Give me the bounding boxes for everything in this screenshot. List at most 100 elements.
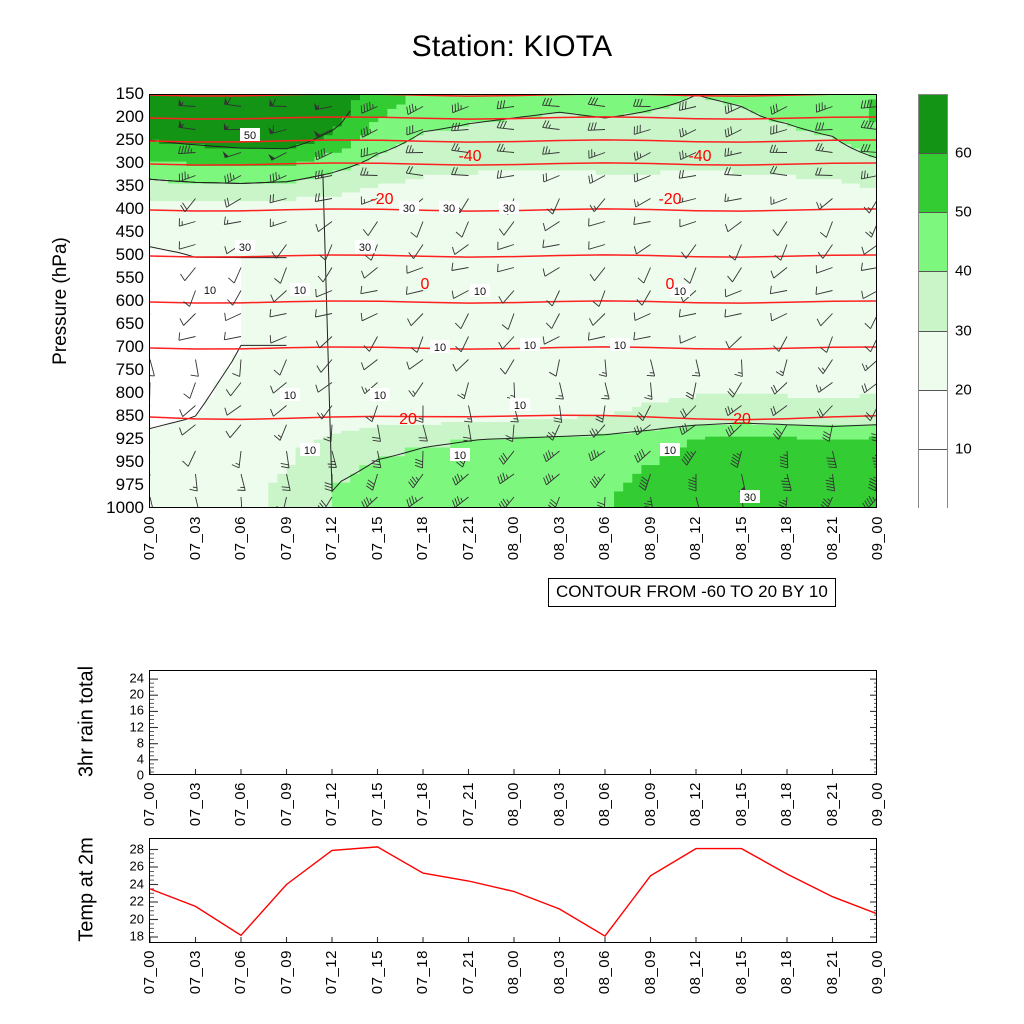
- wind-barb: [770, 405, 788, 416]
- wind-barb: [150, 359, 155, 377]
- colorbar-tick-60: 60: [955, 144, 972, 162]
- wind-barb: [224, 312, 242, 322]
- isotherm-200-hPa: [150, 116, 876, 120]
- wind-barb: [451, 102, 469, 114]
- wind-barb: [405, 165, 424, 176]
- x-tick-08_21: 08_21: [823, 782, 841, 827]
- x-tick-08_21: 08_21: [823, 516, 841, 561]
- wind-barb: [496, 143, 515, 153]
- main-panel-y-axis: 150 200 250 300 350 400 450 500 550 600 650 700 750 8…: [96, 84, 144, 517]
- cross-section-plot-area: 3030303030101010101010101010101010103030…: [149, 94, 877, 508]
- colorbar-tick-40: 40: [955, 262, 972, 280]
- wind-barb: [679, 127, 697, 138]
- wind-barb: [734, 359, 743, 377]
- wind-barb: [815, 142, 833, 153]
- wind-barb: [695, 496, 700, 507]
- y-tick-4: 4: [136, 751, 144, 767]
- y-tick-850: 850: [115, 406, 144, 425]
- wind-barb: [679, 335, 697, 344]
- wind-barb: [269, 218, 287, 228]
- wind-barb: [548, 496, 560, 507]
- wind-barb: [182, 450, 196, 467]
- x-tick-07_18: 07_18: [414, 950, 431, 995]
- wind-barb: [324, 473, 333, 492]
- wind-barb: [589, 424, 606, 438]
- wind-barb: [237, 473, 246, 491]
- wind-barb: [372, 424, 381, 442]
- wind-barb: [360, 147, 378, 158]
- wind-barb: [497, 472, 515, 485]
- wind-barb: [596, 496, 606, 507]
- wind-barb: [315, 148, 333, 161]
- wind-barb: [860, 143, 876, 153]
- wind-barb: [179, 424, 196, 436]
- y-tick-20: 20: [129, 686, 144, 702]
- x-tick-07_09: 07_09: [277, 782, 295, 827]
- wind-barb: [498, 336, 515, 350]
- wind-barb: [770, 267, 788, 279]
- wind-barb: [150, 496, 153, 507]
- isotherm-850-hPa: [150, 414, 876, 421]
- wind-barb: [360, 312, 378, 322]
- wind-barb: [178, 171, 196, 183]
- wind-barb: [315, 336, 333, 349]
- wind-barb: [269, 171, 287, 183]
- wind-barb: [406, 103, 424, 115]
- contour-label-30: 30: [499, 201, 519, 215]
- isotherm-600-hPa: [150, 300, 876, 304]
- contour-label-20: 20: [733, 411, 751, 428]
- y-tick-150: 150: [115, 84, 144, 103]
- wind-barb: [588, 149, 606, 159]
- wind-barb: [865, 225, 876, 238]
- wind-barb: [189, 473, 198, 492]
- contour-label-30: 30: [399, 201, 419, 215]
- contour-label--20: -20: [658, 191, 681, 208]
- wind-barb: [365, 405, 378, 422]
- colorbar-swatch-2: [919, 331, 947, 391]
- wind-barb: [772, 424, 788, 440]
- contour-label-30: 30: [235, 240, 255, 254]
- x-tick-08_06: 08_06: [596, 782, 613, 827]
- wind-barb: [497, 241, 515, 251]
- data-line: [150, 846, 876, 938]
- isotherm-500-hPa: [150, 254, 876, 258]
- x-tick-07_09: 07_09: [277, 516, 295, 561]
- wind-barb: [815, 382, 833, 393]
- y-tick-925: 925: [115, 429, 144, 448]
- wind-barb: [361, 267, 378, 279]
- wind-barb: [861, 245, 876, 255]
- wind-barb: [819, 496, 833, 507]
- wind-barb: [769, 285, 788, 295]
- wind-barb: [864, 408, 876, 422]
- wind-barb: [860, 99, 876, 109]
- colorbar-swatch-4: [919, 213, 947, 273]
- wind-barb: [778, 496, 788, 507]
- y-tick-0: 0: [136, 767, 144, 783]
- wind-barb: [451, 262, 469, 271]
- wind-barb: [543, 473, 560, 486]
- x-tick-08_09: 08_09: [641, 950, 659, 995]
- wind-barb: [816, 198, 833, 210]
- wind-barb: [178, 98, 196, 107]
- x-tick-07_12: 07_12: [323, 516, 340, 561]
- main-panel-x-axis: 07_00 07_03 07_06 07_09 07_12 07_15 07_18 07_21…: [141, 516, 886, 578]
- rain-panel-title-text: 3hr rain total: [75, 665, 98, 778]
- wind-barb: [634, 448, 651, 463]
- wind-barb: [313, 129, 333, 138]
- wind-barb: [360, 101, 378, 114]
- wind-barb: [496, 120, 515, 130]
- wind-barb: [406, 495, 424, 507]
- contour-label-10: 10: [430, 340, 450, 354]
- wind-barb: [271, 244, 287, 259]
- wind-barb: [815, 122, 833, 131]
- wind-barb: [273, 359, 287, 376]
- y-tick-8: 8: [136, 735, 144, 751]
- wind-barb: [408, 473, 424, 489]
- isotherm-700-hPa: [150, 346, 876, 350]
- wind-barb: [498, 290, 515, 304]
- x-tick-07_15: 07_15: [368, 516, 386, 561]
- wind-barb: [861, 383, 876, 394]
- wind-barb: [820, 336, 833, 353]
- wind-barb: [779, 450, 789, 469]
- wind-barb: [588, 449, 606, 462]
